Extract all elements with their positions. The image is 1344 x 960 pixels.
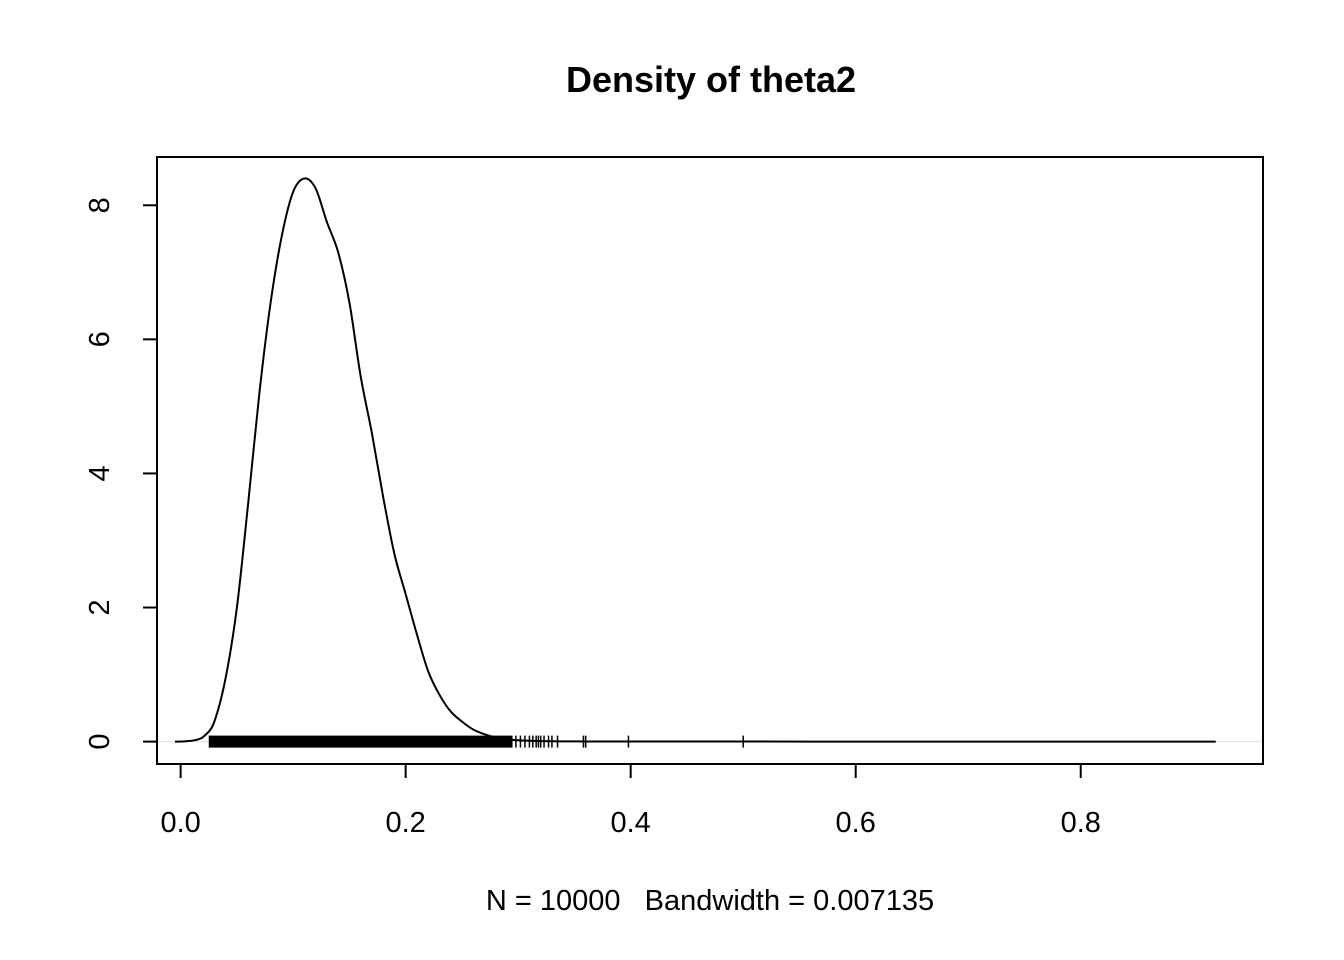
x-tick-label: 0.6 bbox=[836, 807, 876, 839]
y-tick-label: 6 bbox=[84, 331, 116, 347]
x-tick-label: 0.0 bbox=[160, 807, 200, 839]
y-tick-label: 0 bbox=[84, 734, 116, 750]
x-axis-label: N = 10000 Bandwidth = 0.007135 bbox=[486, 885, 934, 917]
y-tick-label: 2 bbox=[84, 599, 116, 615]
x-tick-label: 0.2 bbox=[385, 807, 425, 839]
rug-dense-band bbox=[208, 735, 513, 748]
x-axis: 0.0 0.2 0.4 0.6 0.8 bbox=[160, 763, 1101, 839]
plot-frame bbox=[156, 156, 1264, 765]
density-line bbox=[174, 177, 1216, 743]
y-axis: 0 2 4 6 8 bbox=[84, 197, 158, 750]
x-tick-label: 0.8 bbox=[1061, 807, 1101, 839]
chart-title: Density of theta2 bbox=[566, 59, 856, 100]
x-tick-label: 0.4 bbox=[611, 807, 651, 839]
y-tick-label: 4 bbox=[84, 465, 116, 481]
y-tick-label: 8 bbox=[84, 197, 116, 213]
